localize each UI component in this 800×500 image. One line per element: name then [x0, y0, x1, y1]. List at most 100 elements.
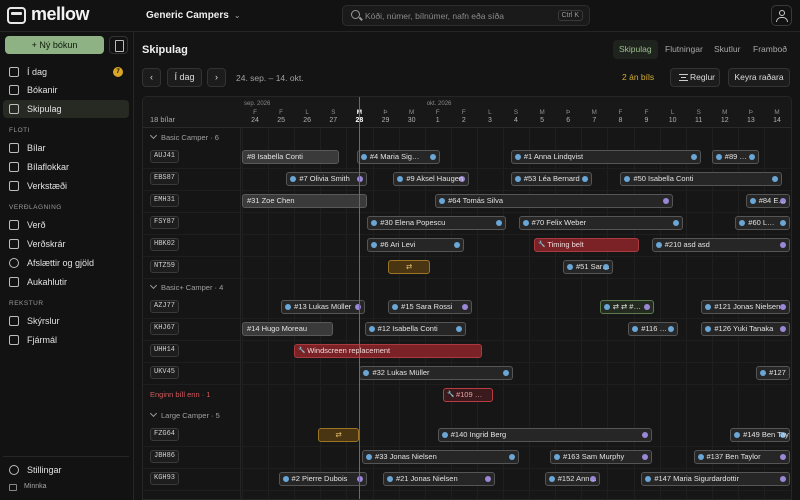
sidebar-item-prices[interactable]: Verð [3, 216, 129, 234]
booking-bar[interactable]: #163 Sam Murphy [549, 450, 652, 464]
booking-bar[interactable]: #84 E… [745, 194, 791, 208]
booking-bar[interactable]: 🔧 #109 … [442, 388, 493, 402]
booking-bar[interactable]: #1 Anna Lindqvist [510, 150, 702, 164]
return-dot [461, 304, 468, 310]
return-dot [780, 304, 787, 310]
booking-bar[interactable]: #21 Jonas Nielsen [382, 472, 496, 486]
booking-bar[interactable]: #50 Isabella Conti [620, 172, 783, 186]
booking-bar[interactable]: #31 Zoe Chen [242, 194, 368, 208]
sidebar-item-label: Stillingar [27, 465, 62, 475]
booking-bar[interactable]: ⇄ ⇄ #… [599, 300, 655, 314]
car-plate[interactable]: FZG64 [150, 428, 180, 441]
car-plate[interactable]: UKV45 [150, 366, 180, 379]
booking-bar[interactable]: #210 asd asd [651, 238, 791, 252]
sidebar-item-planning[interactable]: Skipulag [3, 100, 129, 118]
booking-bar[interactable]: #6 Ari Levi [367, 238, 464, 252]
next-button[interactable]: › [207, 68, 226, 87]
document-icon[interactable] [109, 36, 128, 54]
car-plate[interactable]: HBK02 [150, 238, 180, 251]
sidebar-item-extras[interactable]: Aukahlutir [3, 273, 129, 291]
booking-bar[interactable]: #32 Lukas Müller [359, 366, 514, 380]
booking-bar[interactable]: #53 Léa Bernard [510, 172, 592, 186]
sidebar-item-price-lists[interactable]: Verðskrár [3, 235, 129, 253]
booking-bar[interactable]: #147 Maria Sigurdardottir [641, 472, 791, 486]
car-plate[interactable]: EMH31 [150, 194, 180, 207]
previous-button[interactable]: ‹ [142, 68, 161, 87]
car-plate[interactable]: FSY87 [150, 216, 180, 229]
car-group-header[interactable]: Basic Camper · 6 [143, 128, 791, 146]
sidebar-item-discounts[interactable]: Afslættir og gjöld [3, 254, 129, 272]
booking-bar[interactable]: #137 Ben Taylor [693, 450, 791, 464]
day-number: 10 [668, 117, 677, 124]
booking-bar[interactable]: #2 Pierre Dubois [278, 472, 368, 486]
car-plate[interactable]: AUJ41 [150, 150, 180, 163]
row-divider [143, 168, 791, 169]
sidebar-item-workshop[interactable]: Verkstæði [3, 177, 129, 195]
car-plate[interactable]: EBS87 [150, 172, 180, 185]
today-button[interactable]: Í dag [167, 68, 202, 87]
car-group-header[interactable]: Large Camper · 5 [143, 406, 791, 424]
booking-bar[interactable]: #4 Maria Sig… [356, 150, 441, 164]
sidebar-item-today[interactable]: Í dag 7 [3, 63, 129, 81]
booking-bar[interactable]: #30 Elena Popescu [367, 216, 506, 230]
booking-bar[interactable]: #14 Hugo Moreau [242, 322, 334, 336]
booking-bar[interactable]: #12 Isabella Conti [364, 322, 467, 336]
day-gridline [555, 128, 557, 499]
booking-bar[interactable]: #15 Sara Rossi [388, 300, 472, 314]
booking-bar[interactable]: #51 Sar… [563, 260, 613, 274]
tab-planning[interactable]: Skipulag [613, 40, 658, 59]
booking-bar[interactable]: #64 Tomás Silva [435, 194, 673, 208]
booking-bar[interactable]: #121 Jonas Nielsen [701, 300, 791, 314]
booking-bar[interactable]: ⇄ [388, 260, 430, 274]
booking-bar[interactable]: #126 Yuki Tanaka [701, 322, 791, 336]
booking-bar[interactable]: #33 Jonas Nielsen [362, 450, 519, 464]
booking-bar[interactable]: 🔧 Windscreen replacement [294, 344, 483, 358]
sidebar-item-car-classes[interactable]: Bílaflokkar [3, 158, 129, 176]
sidebar-item-bookings[interactable]: Bókanir [3, 81, 129, 99]
tab-transfers[interactable]: Flutningar [665, 44, 703, 54]
tab-availability[interactable]: Framboð [753, 44, 788, 54]
booking-bar[interactable]: #152 Ann… [544, 472, 600, 486]
sidebar-item-finance[interactable]: Fjármál [3, 331, 129, 349]
booking-bar[interactable]: #8 Isabella Conti [242, 150, 339, 164]
return-dot [354, 304, 361, 310]
booking-bar[interactable]: #60 L… [735, 216, 791, 230]
weekday-label: S [331, 109, 336, 116]
sidebar-item-settings[interactable]: Stillingar [3, 461, 129, 479]
car-plate[interactable]: NTZ59 [150, 260, 180, 273]
car-group-header[interactable]: Basic+ Camper · 4 [143, 278, 791, 296]
booking-bar[interactable]: #9 Aksel Haugen [393, 172, 470, 186]
car-plate[interactable]: KHJ67 [150, 322, 180, 335]
booking-bar[interactable]: #89 … [711, 150, 759, 164]
unassigned-count[interactable]: 2 án bíls [622, 72, 655, 82]
booking-bar[interactable]: ⇄ [317, 428, 360, 442]
booking-bar[interactable]: #140 Ingrid Berg [437, 428, 652, 442]
return-dot [453, 242, 460, 248]
booking-bar[interactable]: #127 … [756, 366, 791, 380]
user-menu-button[interactable] [771, 5, 792, 26]
pickup-dot [705, 304, 712, 310]
run-allocator-button[interactable]: Keyra raðara [728, 68, 790, 87]
sidebar-item-cars[interactable]: Bílar [3, 139, 129, 157]
booking-bar[interactable]: #116 … [628, 322, 678, 336]
sidebar-item-reports[interactable]: Skýrslur [3, 312, 129, 330]
collapse-sidebar-button[interactable]: Minnka [24, 483, 47, 490]
sidebar-item-label: Í dag [27, 67, 48, 77]
rules-button[interactable]: Reglur [670, 68, 720, 87]
new-booking-button[interactable]: + Ný bókun [5, 36, 104, 54]
booking-bar[interactable]: #13 Lukas Müller [281, 300, 365, 314]
return-dot [780, 220, 787, 226]
car-plate[interactable]: AZJ77 [150, 300, 180, 313]
car-plate[interactable]: JBH86 [150, 450, 180, 463]
search-input[interactable]: Kóði, númer, bílnúmer, nafn eða síða Ctr… [342, 5, 590, 26]
booking-bar[interactable]: #70 Felix Weber [518, 216, 684, 230]
car-plate[interactable]: KGH93 [150, 472, 180, 485]
tab-shuttles[interactable]: Skutlur [714, 44, 741, 54]
booking-label: #8 Isabella Conti [247, 152, 303, 161]
weekday-label: L [670, 109, 675, 116]
car-plate[interactable]: UHH14 [150, 344, 180, 357]
booking-bar[interactable]: 🔧 Timing belt [534, 238, 639, 252]
booking-bar[interactable]: #7 Olivia Smith [286, 172, 368, 186]
booking-bar[interactable]: #149 Ben Tayl… [730, 428, 791, 442]
workspace-switcher[interactable]: Generic Campers ⌄ [146, 10, 241, 21]
